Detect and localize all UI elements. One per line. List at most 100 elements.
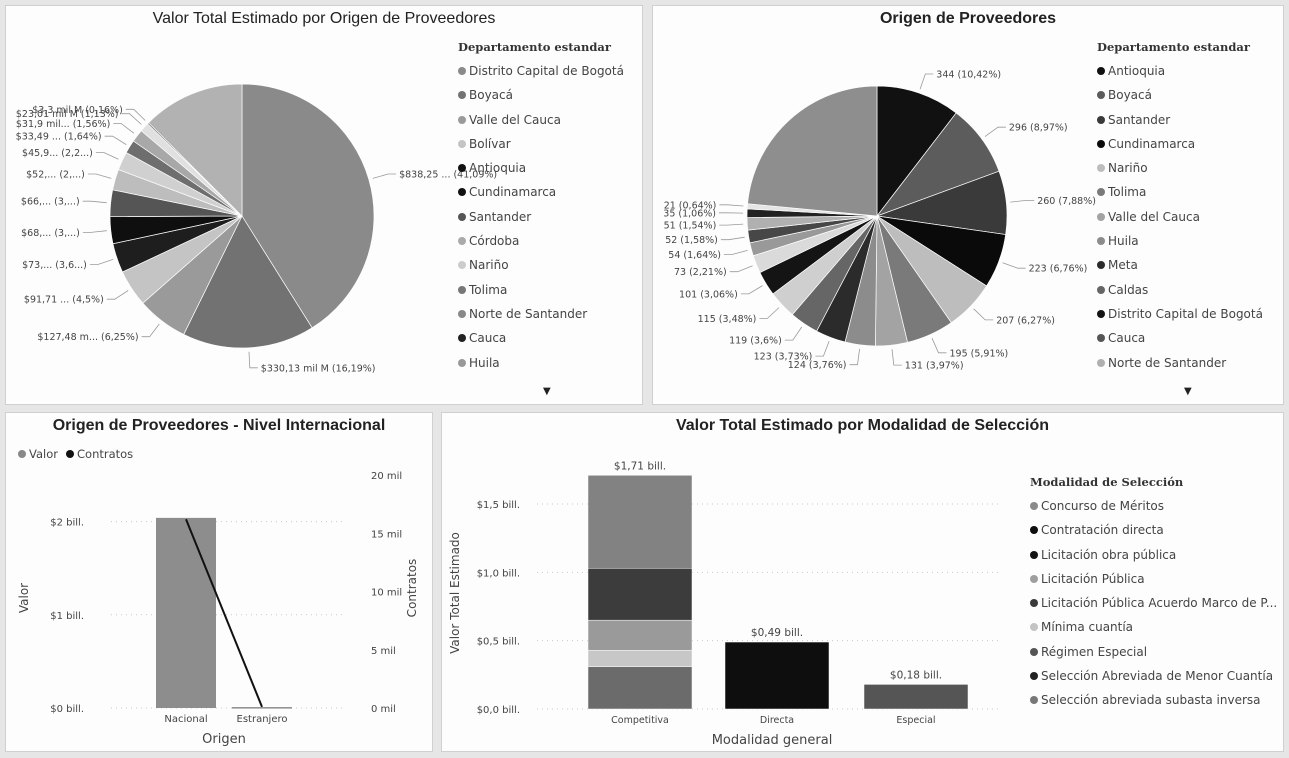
legend-item[interactable]: Bolívar [458,132,624,156]
legend-item[interactable]: Córdoba [458,229,624,253]
data-label: $330,13 mil M (16,19%) [261,363,376,374]
legend-label: Mínima cuantía [1041,620,1133,634]
data-label: $0,49 bill. [751,627,803,639]
legend-item[interactable]: Selección abreviada subasta inversa [1030,688,1277,712]
legend-item[interactable]: Antioquia [458,156,624,180]
legend-item[interactable]: Meta [1097,253,1263,277]
data-label: 73 (2,21%) [674,267,727,278]
legend-label: Licitación obra pública [1041,548,1176,562]
legend-item[interactable]: Mínima cuantía [1030,615,1277,639]
legend-dot-icon [1097,188,1105,196]
legend-item[interactable]: Norte de Santander [1097,351,1263,375]
bar-segment [588,475,692,568]
legend-item[interactable]: Cundinamarca [458,180,624,204]
legend-item[interactable]: Huila [1097,229,1263,253]
bar-segment [588,620,692,650]
legend-label: Contratación directa [1041,523,1164,537]
legend-item[interactable]: Santander [458,205,624,229]
data-label: 131 (3,97%) [905,361,964,372]
legend-item[interactable]: Licitación Pública [1030,567,1277,591]
legend-item[interactable]: Cauca [458,326,624,350]
bar-segment [588,568,692,620]
y-tick-label: $1 bill. [50,611,84,622]
legend-label: Meta [1108,258,1138,272]
legend-item[interactable]: Tolima [458,278,624,302]
legend-dot-icon [1030,575,1038,583]
legend-item[interactable]: Tolima [1097,180,1263,204]
legend-item[interactable]: Caldas [1097,278,1263,302]
legend-title: Modalidad de Selección [1030,475,1277,489]
legend-label: Valor [29,447,58,461]
combo-chart-internacional-panel: Origen de Proveedores - Nivel Internacio… [5,412,433,752]
y-tick-label: $2 bill. [50,518,84,529]
data-label: $3,3 mil M (0,16%) [32,105,123,116]
legend-dot-icon [1030,526,1038,534]
legend-item[interactable]: Distrito Capital de Bogotá [1097,302,1263,326]
bar-segment [864,684,968,709]
legend-label: Boyacá [1108,88,1152,102]
legend-item[interactable]: Valle del Cauca [458,108,624,132]
pie-chart-valor-panel: Valor Total Estimado por Origen de Prove… [5,5,643,405]
data-label: 52 (1,58%) [665,235,718,246]
legend-label: Tolima [469,283,507,297]
data-label: 119 (3,6%) [729,336,782,347]
legend-item[interactable]: Santander [1097,108,1263,132]
legend-item[interactable]: Selección Abreviada de Menor Cuantía [1030,664,1277,688]
y2-tick-label: 20 mil [371,471,402,482]
legend-item[interactable]: Boyacá [1097,83,1263,107]
leader-line [373,174,396,178]
legend-item[interactable]: Cauca [1097,326,1263,350]
x-axis-title: Origen [202,732,246,747]
legend-label: Valle del Cauca [1108,210,1200,224]
combo-chart-internacional[interactable]: Valor Contratos $0 bill. $1 bill. $2 bill. 0 … [6,413,433,752]
legend-item[interactable]: Distrito Capital de Bogotá [458,59,624,83]
legend-label: Cundinamarca [1108,137,1195,151]
leader-line [932,338,947,353]
y-tick-label: $1,0 bill. [477,568,520,579]
legend: Modalidad de Selección Concurso de Mérit… [1030,475,1277,713]
legend-dot-icon [458,140,466,148]
legend-item[interactable]: Valle del Cauca [1097,205,1263,229]
leader-line [88,174,111,178]
legend-dot-icon [1097,310,1105,318]
legend-item[interactable]: Antioquia [1097,59,1263,83]
legend-dot-icon [66,450,74,458]
leader-line [721,237,745,240]
legend-label: Concurso de Méritos [1041,499,1164,513]
data-label: $127,48 m... (6,25%) [37,332,138,343]
data-label: $31,9 mil... (1,56%) [16,119,110,130]
legend-dot-icon [1030,502,1038,510]
data-label: 195 (5,91%) [950,348,1009,359]
legend-scroll-down-icon[interactable]: ▼ [543,386,551,397]
legend-item[interactable]: Licitación obra pública [1030,543,1277,567]
legend-title: Departamento estandar [458,40,624,54]
data-label: $52,... (2,...) [26,170,85,181]
legend-item[interactable]: Norte de Santander [458,302,624,326]
legend-item[interactable]: Licitación Pública Acuerdo Marco de P... [1030,591,1277,615]
legend-label: Licitación Pública Acuerdo Marco de P... [1041,596,1277,610]
legend-item[interactable]: Concurso de Méritos [1030,494,1277,518]
y-tick-label: $0,5 bill. [477,637,520,648]
legend-dot-icon [458,286,466,294]
legend-item[interactable]: Huila [458,351,624,375]
legend-title: Departamento estandar [1097,40,1263,54]
data-label: $45,9... (2,2...) [22,148,93,159]
legend-dot-icon [1097,286,1105,294]
legend-item[interactable]: Cundinamarca [1097,132,1263,156]
leader-line [892,349,902,365]
legend-item[interactable]: Boyacá [458,83,624,107]
leader-line [785,327,802,340]
data-label: 21 (0,64%) [664,200,717,211]
legend-item[interactable]: Nariño [458,253,624,277]
legend-label: Nariño [469,258,509,272]
legend-label: Norte de Santander [1108,356,1226,370]
leader-line [730,266,753,272]
leader-line [719,224,743,225]
legend-label: Santander [1108,113,1170,127]
legend-label: Distrito Capital de Bogotá [469,64,624,78]
legend-label: Antioquia [469,161,526,175]
legend-item[interactable]: Régimen Especial [1030,640,1277,664]
legend-item[interactable]: Contratación directa [1030,518,1277,542]
legend-item[interactable]: Nariño [1097,156,1263,180]
legend-scroll-down-icon[interactable]: ▼ [1184,386,1192,397]
